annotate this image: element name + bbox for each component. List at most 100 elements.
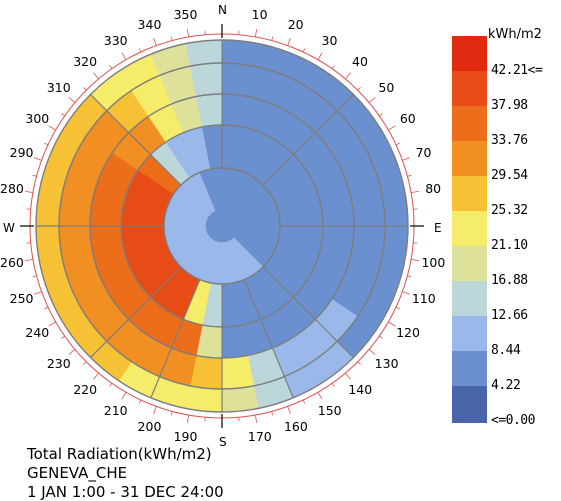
location-label: GENEVA_CHE <box>27 464 128 482</box>
azimuth-tick <box>138 48 142 53</box>
azimuth-tick <box>411 258 420 262</box>
azimuth-label: 10 <box>251 7 268 23</box>
azimuth-label: 350 <box>173 7 198 23</box>
azimuth-tick <box>138 399 142 404</box>
azimuth-label: 70 <box>415 144 432 160</box>
azimuth-tick <box>402 291 411 295</box>
azimuth-tick <box>388 125 396 131</box>
legend-label: 4.22 <box>491 378 521 393</box>
azimuth-tick <box>411 190 420 194</box>
azimuth-divider <box>262 94 354 186</box>
azimuth-tick <box>44 306 49 310</box>
sky-patch <box>185 385 223 413</box>
legend-label: 21.10 <box>491 238 528 253</box>
azimuth-label: 140 <box>348 381 373 397</box>
sky-patch <box>189 62 223 97</box>
azimuth-tick <box>121 392 127 400</box>
azimuth-divider <box>243 279 294 399</box>
sky-patch <box>351 193 386 227</box>
azimuth-tick <box>331 65 335 69</box>
azimuth-tick <box>368 349 376 355</box>
azimuth-tick <box>302 48 306 53</box>
azimuth-label: 150 <box>317 403 342 419</box>
azimuth-tick <box>302 399 306 404</box>
azimuth-label: 120 <box>396 325 420 340</box>
azimuth-tick <box>271 36 274 41</box>
azimuth-label: 60 <box>399 111 416 126</box>
azimuth-tick <box>317 52 323 60</box>
legend-label: 8.44 <box>491 343 521 358</box>
legend-label: 29.54 <box>491 168 528 183</box>
legend-swatch <box>452 211 487 248</box>
azimuth-tick <box>83 361 87 365</box>
sky-patch <box>35 225 63 263</box>
azimuth-label: 20 <box>287 16 304 32</box>
azimuth-tick <box>68 97 76 103</box>
azimuth-label: 210 <box>103 403 128 419</box>
sky-patch <box>221 355 255 390</box>
azimuth-tick <box>331 383 335 387</box>
azimuth-label: 30 <box>321 32 338 48</box>
azimuth-tick <box>33 291 42 295</box>
legend-label: 25.32 <box>491 203 528 218</box>
sky-patch <box>221 39 259 67</box>
legend-swatch <box>452 316 487 353</box>
azimuth-tick <box>170 411 173 416</box>
azimuth-label: 50 <box>378 80 395 96</box>
azimuth-label: 100 <box>421 255 446 271</box>
azimuth-label: 220 <box>73 381 98 397</box>
azimuth-tick <box>153 37 157 46</box>
azimuth-label: 80 <box>425 180 442 196</box>
azimuth-tick <box>109 383 113 387</box>
legend-label: 16.88 <box>491 273 528 288</box>
period-label: 1 JAN 1:00 - 31 DEC 24:00 <box>27 483 224 501</box>
azimuth-tick <box>254 28 258 37</box>
azimuth-tick <box>395 306 400 310</box>
azimuth-divider <box>90 266 182 358</box>
azimuth-tick <box>186 415 190 424</box>
legend-swatch <box>452 281 487 318</box>
azimuth-tick <box>407 174 412 177</box>
azimuth-label: 170 <box>247 428 272 444</box>
azimuth-tick <box>24 190 33 194</box>
azimuth-tick <box>93 372 99 380</box>
azimuth-tick <box>395 142 400 146</box>
azimuth-tick <box>48 321 56 327</box>
azimuth-tick <box>93 72 99 80</box>
azimuth-tick <box>357 87 361 91</box>
azimuth-tick <box>271 411 274 416</box>
azimuth-tick <box>368 97 376 103</box>
legend-swatch <box>452 351 487 388</box>
azimuth-tick <box>186 28 190 37</box>
azimuth-tick <box>287 37 291 46</box>
azimuth-label: 340 <box>137 16 162 32</box>
azimuth-divider <box>150 279 201 399</box>
azimuth-tick <box>44 142 49 146</box>
azimuth-label: 330 <box>103 32 128 48</box>
azimuth-label: 40 <box>352 54 368 70</box>
azimuth-label: 300 <box>25 111 50 126</box>
azimuth-tick <box>345 72 351 80</box>
azimuth-label: 160 <box>283 419 308 435</box>
sky-patch <box>381 225 409 263</box>
legend-swatch <box>452 141 487 178</box>
sky-patch <box>35 189 63 227</box>
azimuth-tick <box>153 406 157 415</box>
azimuth-label: 230 <box>46 355 71 371</box>
east-label: E <box>434 221 442 235</box>
azimuth-label: 310 <box>46 80 71 96</box>
azimuth-tick <box>61 113 65 117</box>
azimuth-label: 260 <box>0 255 24 271</box>
legend-swatch <box>452 71 487 108</box>
azimuth-label: 190 <box>173 428 198 444</box>
chart-title: Total Radiation(kWh/m2) <box>27 445 212 463</box>
azimuth-divider <box>90 94 182 186</box>
legend-label: 33.76 <box>491 133 528 148</box>
azimuth-label: 130 <box>374 355 399 371</box>
legend-swatch <box>452 386 487 423</box>
north-label: N <box>218 3 227 17</box>
legend-unit: kWh/m2 <box>488 27 542 42</box>
azimuth-tick <box>83 87 87 91</box>
sky-patch <box>381 189 409 227</box>
azimuth-tick <box>48 125 56 131</box>
